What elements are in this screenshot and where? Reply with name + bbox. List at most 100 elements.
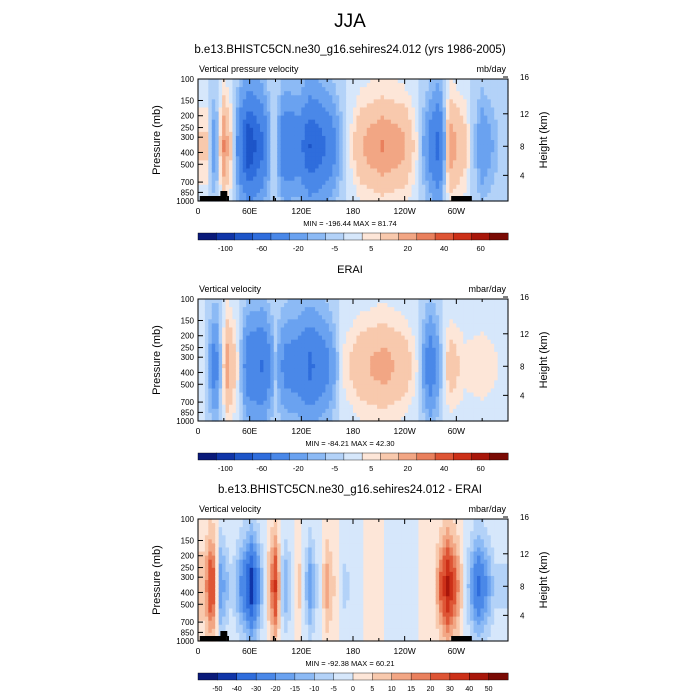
heatmap-cell — [201, 404, 206, 410]
heatmap-cell — [425, 83, 430, 88]
heatmap-cell — [397, 323, 402, 329]
heatmap-cell — [294, 188, 299, 194]
heatmap-cell — [204, 327, 209, 333]
heatmap-cell — [198, 364, 203, 369]
heatmap-cell — [401, 327, 406, 333]
heatmap-cell — [339, 347, 344, 353]
heatmap-cell — [346, 360, 351, 365]
heatmap-cell — [229, 396, 234, 402]
heatmap-cell — [373, 91, 378, 96]
heatmap-cell — [280, 184, 285, 190]
heatmap-cell — [315, 172, 320, 178]
heatmap-cell — [449, 95, 454, 100]
heatmap-cell — [291, 384, 296, 390]
heatmap-cell — [339, 372, 344, 377]
heatmap-cell — [332, 115, 337, 121]
heatmap-cell — [401, 404, 406, 410]
heatmap-cell — [215, 380, 220, 385]
heatmap-cell — [218, 372, 223, 377]
heatmap-cell — [256, 180, 261, 186]
heatmap-cell — [490, 111, 495, 117]
heatmap-cell — [390, 188, 395, 194]
heatmap-cell — [446, 335, 451, 341]
heatmap-cell — [304, 119, 309, 125]
heatmap-cell — [315, 339, 320, 345]
heatmap-cell — [291, 400, 296, 406]
heatmap-cell — [222, 335, 227, 341]
heatmap-cell — [411, 152, 416, 157]
heatmap-cell — [315, 396, 320, 402]
heatmap-cell — [390, 164, 395, 170]
y-tick-label: 500 — [181, 160, 195, 169]
heatmap-cell — [315, 164, 320, 170]
heatmap-cell — [291, 87, 296, 92]
heatmap-cell — [256, 364, 261, 369]
heatmap-cell — [418, 188, 423, 194]
heatmap-cell — [260, 107, 265, 113]
heatmap-cell — [501, 95, 506, 100]
heatmap-cell — [452, 180, 457, 186]
heatmap-cell — [280, 148, 285, 153]
heatmap-cell — [253, 307, 258, 312]
heatmap-cell — [273, 311, 278, 316]
heatmap-cell — [304, 368, 309, 373]
heatmap-cell — [356, 172, 361, 178]
heatmap-cell — [408, 164, 413, 170]
heatmap-cell — [198, 368, 203, 373]
heatmap-cell — [256, 404, 261, 410]
heatmap-cell — [346, 323, 351, 329]
heatmap-cell — [494, 127, 499, 133]
heatmap-cell — [373, 184, 378, 190]
heatmap-cell — [397, 188, 402, 194]
heatmap-cell — [308, 307, 313, 312]
heatmap-cell — [308, 87, 313, 92]
heatmap-cell — [280, 368, 285, 373]
heatmap-cell — [342, 315, 347, 320]
heatmap-cell — [215, 95, 220, 100]
heatmap-cell — [363, 368, 368, 373]
heatmap-cell — [339, 152, 344, 157]
heatmap-cell — [332, 192, 337, 198]
heatmap-cell — [390, 176, 395, 182]
heatmap-cell — [442, 384, 447, 390]
heatmap-cell — [229, 135, 234, 141]
heatmap-cell — [198, 388, 203, 394]
heatmap-cell — [218, 311, 223, 316]
heatmap-cell — [229, 103, 234, 109]
heatmap-cell — [456, 172, 461, 178]
heatmap-cell — [418, 115, 423, 121]
heatmap-cell — [432, 148, 437, 153]
heatmap-cell — [322, 103, 327, 109]
heatmap-cell — [335, 111, 340, 117]
heatmap-cell — [249, 144, 254, 149]
heatmap-cell — [318, 392, 323, 398]
heatmap-cell — [390, 131, 395, 137]
colorbar-1 — [197, 232, 509, 241]
heatmap-cell — [249, 404, 254, 410]
heatmap-cell — [287, 331, 292, 337]
heatmap-cell — [387, 140, 392, 145]
heatmap-cell — [246, 107, 251, 113]
heatmap-cell — [304, 127, 309, 133]
heatmap-cell — [204, 412, 209, 418]
heatmap-cell — [359, 299, 364, 304]
heatmap-cell — [432, 335, 437, 341]
heatmap-cell — [260, 315, 265, 320]
heatmap-cell — [280, 152, 285, 157]
heatmap-cell — [418, 380, 423, 385]
heatmap-cell — [428, 392, 433, 398]
heatmap-cell — [308, 115, 313, 121]
heatmap-cell — [408, 192, 413, 198]
heatmap-cell — [239, 355, 244, 361]
heatmap-cell — [356, 192, 361, 198]
heatmap-cell — [373, 156, 378, 161]
heatmap-cell — [421, 408, 426, 414]
heatmap-cell — [470, 152, 475, 157]
heatmap-cell — [218, 95, 223, 100]
heatmap-cell — [325, 408, 330, 414]
heatmap-cell — [452, 148, 457, 153]
heatmap-cell — [270, 176, 275, 182]
heatmap-cell — [470, 107, 475, 113]
heatmap-cell — [435, 392, 440, 398]
heatmap-cell — [280, 107, 285, 113]
